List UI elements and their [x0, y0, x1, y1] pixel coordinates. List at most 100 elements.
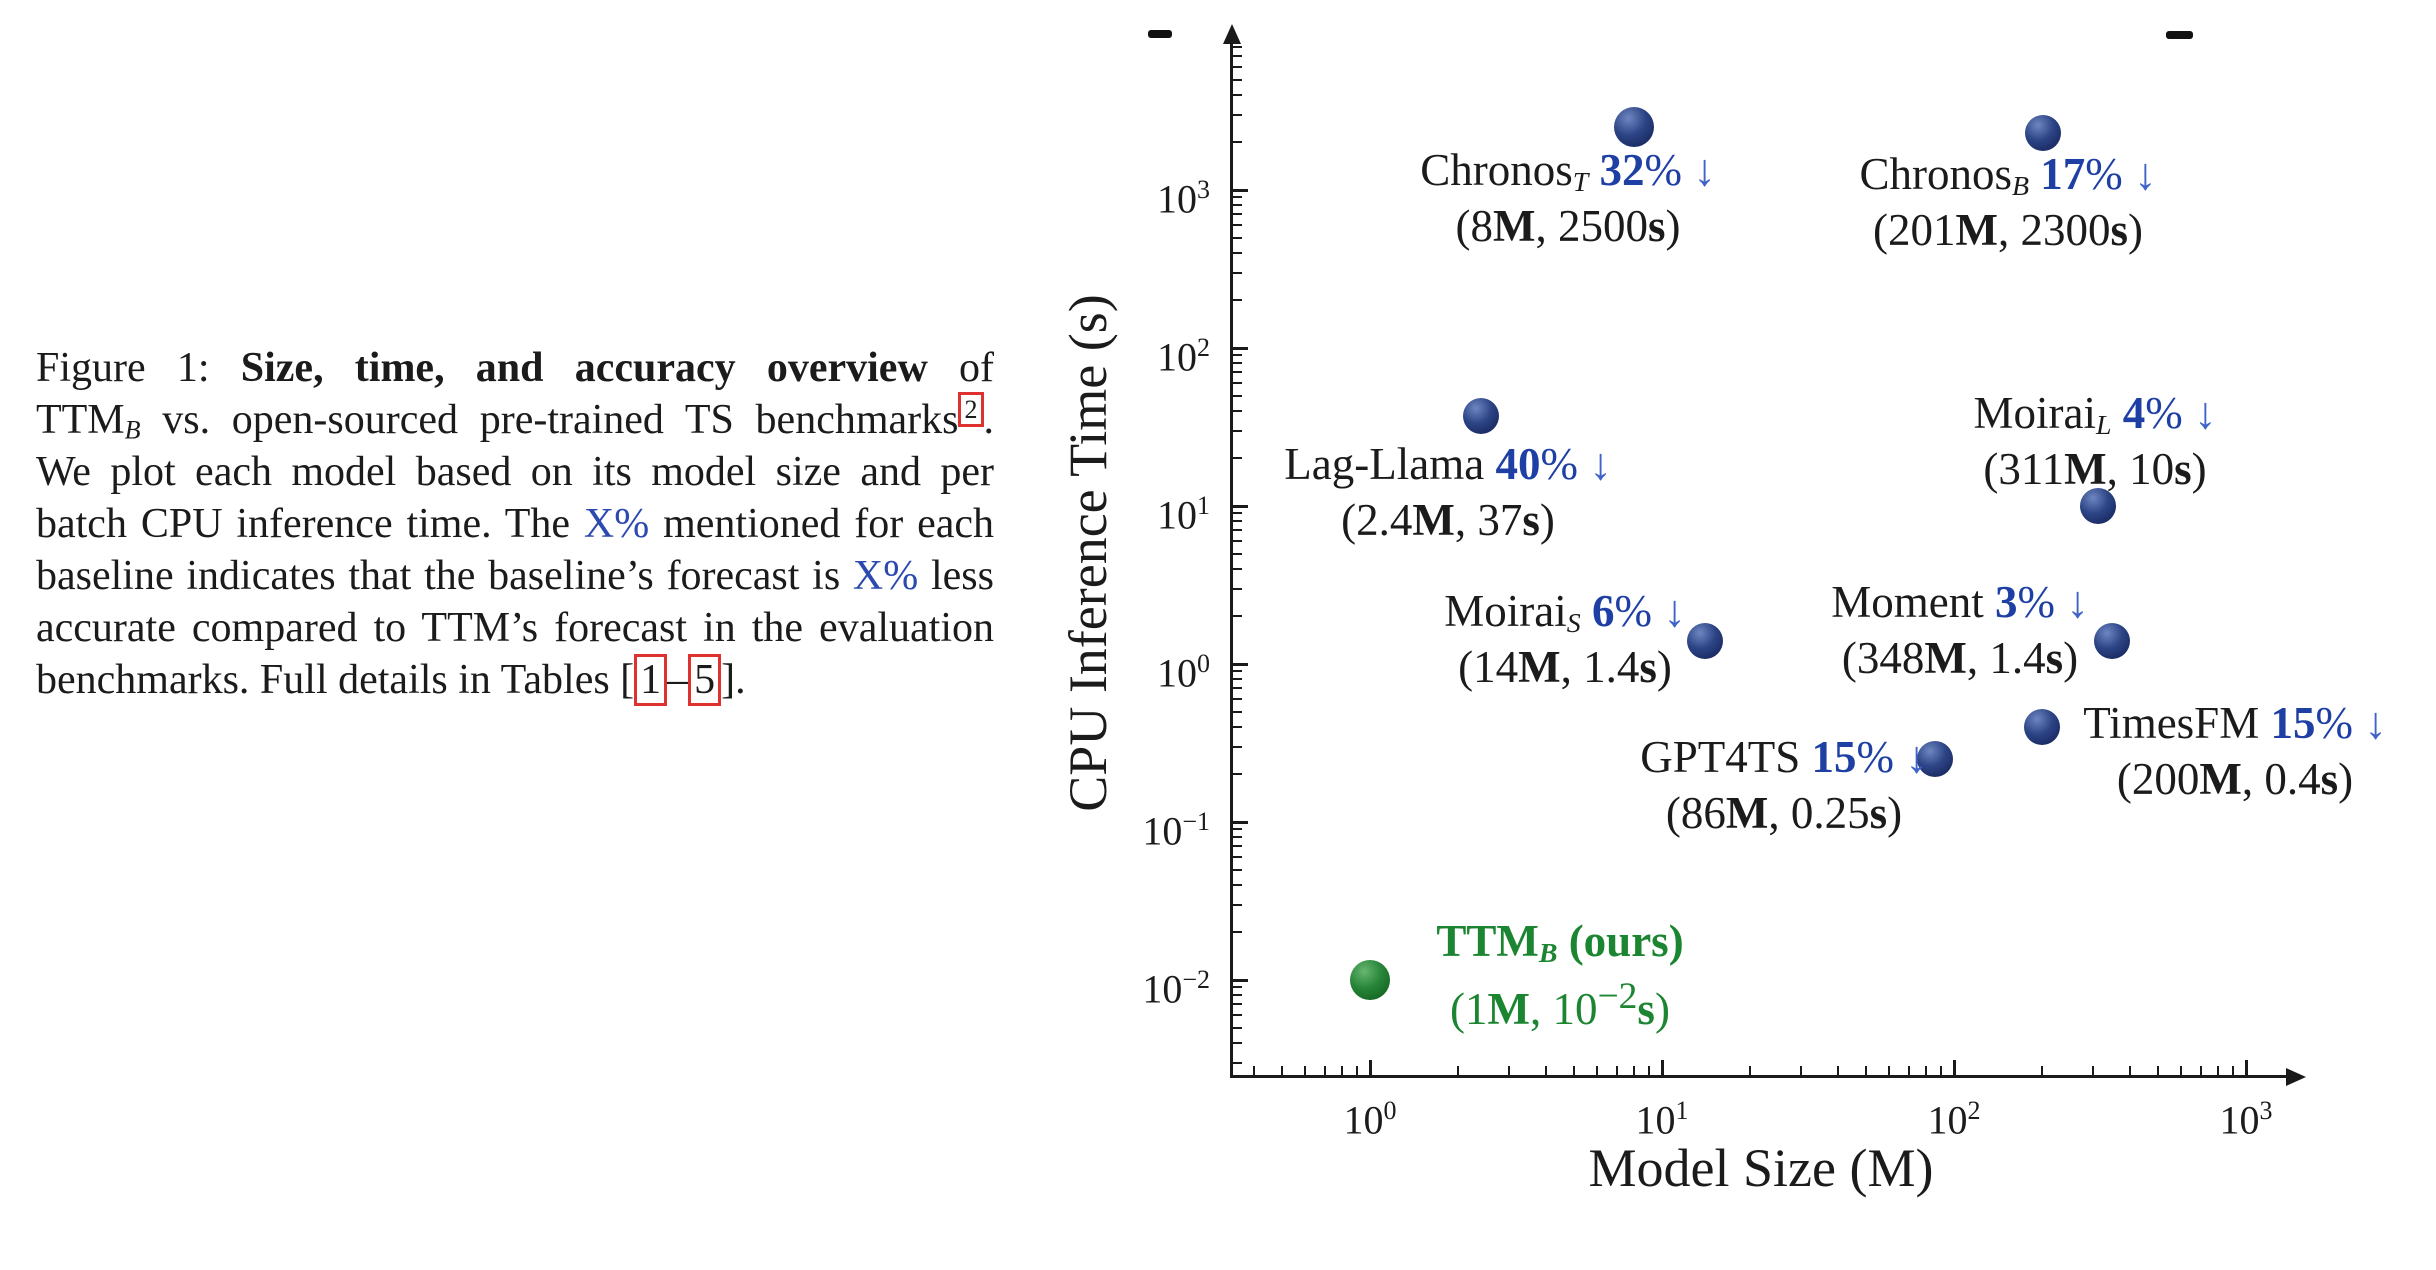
caption-segment: –	[667, 657, 689, 703]
footnote-link[interactable]: 2	[958, 392, 984, 427]
x-tick-label: 102	[1927, 1096, 1981, 1143]
y-minor-tick	[1233, 931, 1242, 934]
y-major-tick	[1233, 978, 1248, 982]
point-label-moirai-l: MoiraiL 4% ↓ (311M, 10s)	[1973, 388, 2217, 494]
x-minor-tick	[2128, 1066, 2131, 1075]
x-axis-line	[1230, 1075, 2292, 1078]
y-minor-tick	[1233, 615, 1242, 618]
data-point-ttm-b	[1350, 960, 1390, 1000]
x-minor-tick	[1304, 1066, 1307, 1075]
y-minor-tick	[1233, 66, 1242, 69]
x-minor-tick	[1508, 1066, 1511, 1075]
x-axis-arrowhead	[2286, 1067, 2306, 1086]
cropped-edge-dash	[1148, 30, 1172, 38]
y-major-tick	[1233, 662, 1248, 666]
data-point-timesfm	[2023, 708, 2060, 745]
y-axis-arrowhead	[1222, 24, 1241, 44]
y-minor-tick	[1233, 828, 1242, 831]
x-minor-tick	[1748, 1066, 1751, 1075]
y-tick-label: 10−1	[1142, 807, 1210, 854]
caption-segment: We plot each model based on its model si…	[36, 449, 994, 495]
y-minor-tick	[1233, 299, 1242, 302]
y-minor-tick	[1233, 710, 1242, 713]
data-point-chronos-t	[1613, 107, 1654, 148]
y-minor-tick	[1233, 512, 1242, 515]
caption-segment: batch CPU inference time. The	[36, 501, 584, 547]
y-minor-tick	[1233, 78, 1242, 81]
x-minor-tick	[1596, 1066, 1599, 1075]
x-major-tick	[1368, 1060, 1372, 1075]
x-major-tick	[2244, 1060, 2248, 1075]
x-minor-tick	[1865, 1066, 1868, 1075]
data-point-moirai-s	[1686, 622, 1723, 659]
caption-segment: mentioned for each	[649, 501, 995, 547]
x-minor-tick	[1281, 1066, 1284, 1075]
y-minor-tick	[1233, 382, 1242, 385]
x-minor-tick	[1323, 1066, 1326, 1075]
y-minor-tick	[1233, 55, 1242, 58]
y-minor-tick	[1233, 213, 1242, 216]
y-major-tick	[1233, 188, 1248, 192]
y-minor-tick	[1233, 236, 1242, 239]
caption-segment: Size, time, and accuracy overview	[240, 345, 928, 391]
x-minor-tick	[2092, 1066, 2095, 1075]
y-minor-tick	[1233, 409, 1242, 412]
y-major-tick	[1233, 820, 1248, 824]
x-minor-tick	[2231, 1066, 2234, 1075]
caption-segment: baseline indicates that the baseline’s f…	[36, 553, 853, 599]
point-label-lag-llama: Lag-Llama 40% ↓ (2.4M, 37s)	[1284, 439, 1612, 545]
y-minor-tick	[1233, 845, 1242, 848]
y-minor-tick	[1233, 362, 1242, 365]
caption-segment: ].	[721, 657, 746, 703]
y-axis-line	[1230, 33, 1233, 1078]
point-label-gpt4ts: GPT4TS 15% ↓ (86M, 0.25s)	[1640, 732, 1928, 838]
x-minor-tick	[1456, 1066, 1459, 1075]
x-minor-tick	[1544, 1066, 1547, 1075]
caption-segment: X%	[852, 553, 919, 599]
data-point-moirai-l	[2079, 488, 2116, 524]
y-minor-tick	[1233, 986, 1242, 989]
caption-subscript: B	[124, 415, 141, 445]
y-minor-tick	[1233, 687, 1242, 690]
x-minor-tick	[1836, 1066, 1839, 1075]
x-minor-tick	[1340, 1066, 1343, 1075]
caption-line: TTMB vs. open-sourced pre-trained TS ben…	[36, 392, 994, 446]
caption-segment: X%	[583, 501, 650, 547]
y-minor-tick	[1233, 678, 1242, 681]
y-minor-tick	[1233, 251, 1242, 254]
reference-link[interactable]: 5	[688, 654, 722, 706]
caption-segment: vs. open-sourced pre-trained TS benchmar…	[140, 397, 959, 443]
point-label-timesfm: TimesFM 15% ↓ (200M, 0.4s)	[2083, 698, 2387, 804]
y-minor-tick	[1233, 113, 1242, 116]
x-tick-label: 101	[1635, 1096, 1689, 1143]
y-minor-tick	[1233, 224, 1242, 227]
point-label-moment: Moment 3% ↓ (348M, 1.4s)	[1831, 577, 2089, 683]
point-label-chronos-b: ChronosB 17% ↓ (201M, 2300s)	[1859, 149, 2157, 255]
x-minor-tick	[1907, 1066, 1910, 1075]
x-minor-tick	[2180, 1066, 2183, 1075]
x-minor-tick	[1615, 1066, 1618, 1075]
caption-segment: TTM	[36, 397, 125, 443]
y-minor-tick	[1233, 354, 1242, 357]
y-minor-tick	[1233, 1061, 1242, 1064]
y-major-tick	[1233, 346, 1248, 350]
reference-link[interactable]: 1	[634, 654, 668, 706]
y-tick-label: 10−2	[1142, 965, 1210, 1012]
figure-caption: Figure 1: Size, time, and accuracy overv…	[36, 342, 994, 706]
y-minor-tick	[1233, 868, 1242, 871]
y-minor-tick	[1233, 529, 1242, 532]
y-minor-tick	[1233, 856, 1242, 859]
y-minor-tick	[1233, 670, 1242, 673]
y-minor-tick	[1233, 745, 1242, 748]
caption-line: baseline indicates that the baseline’s f…	[36, 550, 994, 602]
x-tick-label: 100	[1343, 1096, 1397, 1143]
y-minor-tick	[1233, 1014, 1242, 1017]
y-minor-tick	[1233, 903, 1242, 906]
y-minor-tick	[1233, 204, 1242, 207]
x-axis-title: Model Size (M)	[1588, 1138, 1934, 1198]
x-tick-label: 103	[2219, 1096, 2273, 1143]
data-point-gpt4ts	[1916, 741, 1953, 778]
caption-segment: Figure 1:	[36, 345, 241, 391]
caption-segment: less	[918, 553, 994, 599]
y-minor-tick	[1233, 883, 1242, 886]
